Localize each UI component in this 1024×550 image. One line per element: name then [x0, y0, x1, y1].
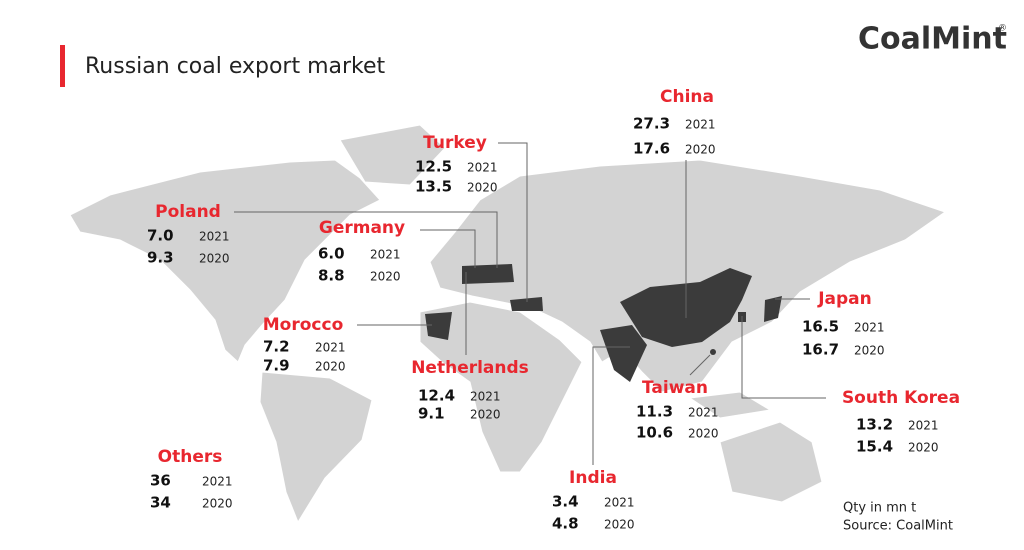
year-2020: 2020 — [854, 344, 885, 358]
country-name: Morocco — [263, 315, 344, 335]
year-2021: 2021 — [908, 419, 939, 433]
country-name: India — [569, 468, 617, 488]
leader-lines — [234, 142, 826, 465]
value-2021: 27.3 — [633, 115, 670, 133]
country-name: Taiwan — [642, 378, 708, 398]
year-2020: 2020 — [470, 408, 501, 422]
year-2020: 2020 — [908, 441, 939, 455]
year-2021: 2021 — [467, 161, 498, 175]
year-2020: 2020 — [199, 252, 230, 266]
value-2021: 7.0 — [147, 227, 174, 245]
value-2020: 15.4 — [856, 438, 893, 456]
value-2020: 9.3 — [147, 249, 174, 267]
value-2020: 7.9 — [263, 357, 290, 375]
year-2021: 2021 — [370, 248, 401, 262]
year-2020: 2020 — [688, 427, 719, 441]
country-name: China — [660, 87, 714, 107]
country-labels: China 27.3 2021 17.6 2020 Turkey 12.5 2021 13.5 2… — [147, 87, 960, 533]
country-name: Netherlands — [411, 358, 529, 378]
unit-note: Qty in mn t — [843, 501, 916, 516]
country-name: Others — [158, 447, 223, 467]
value-2020: 8.8 — [318, 267, 345, 285]
value-2021: 7.2 — [263, 338, 290, 356]
year-2021: 2021 — [685, 118, 716, 132]
year-2020: 2020 — [202, 497, 233, 511]
year-2020: 2020 — [604, 518, 635, 532]
value-2020: 9.1 — [418, 405, 445, 423]
year-2020: 2020 — [370, 270, 401, 284]
logo-mark: ® — [998, 24, 1007, 34]
world-map — [69, 124, 947, 524]
year-2021: 2021 — [470, 390, 501, 404]
source: Source: CoalMint — [843, 519, 953, 534]
year-2021: 2021 — [202, 475, 233, 489]
value-2021: 12.4 — [418, 387, 455, 405]
country-name: Poland — [155, 202, 221, 222]
country-name: Germany — [319, 218, 405, 238]
year-2021: 2021 — [315, 341, 346, 355]
country-name: South Korea — [842, 388, 960, 408]
country-name: Turkey — [423, 133, 487, 153]
title: Russian coal export market — [85, 54, 386, 79]
year-2021: 2021 — [604, 496, 635, 510]
title-accent — [60, 45, 65, 87]
value-2021: 13.2 — [856, 416, 893, 434]
value-2020: 4.8 — [552, 515, 579, 533]
value-2020: 16.7 — [802, 341, 839, 359]
year-2021: 2021 — [199, 230, 230, 244]
value-2020: 10.6 — [636, 424, 673, 442]
value-2021: 6.0 — [318, 245, 345, 263]
year-2020: 2020 — [685, 143, 716, 157]
year-2020: 2020 — [467, 181, 498, 195]
value-2021: 11.3 — [636, 403, 673, 421]
value-2020: 17.6 — [633, 140, 670, 158]
year-2021: 2021 — [854, 321, 885, 335]
value-2021: 12.5 — [415, 158, 452, 176]
year-2021: 2021 — [688, 406, 719, 420]
value-2021: 3.4 — [552, 493, 579, 511]
country-name: Japan — [817, 289, 872, 309]
value-2020: 13.5 — [415, 178, 452, 196]
value-2020: 34 — [150, 494, 171, 512]
value-2021: 16.5 — [802, 318, 839, 336]
year-2020: 2020 — [315, 360, 346, 374]
value-2021: 36 — [150, 472, 171, 490]
logo: CoalMint — [858, 22, 1007, 57]
